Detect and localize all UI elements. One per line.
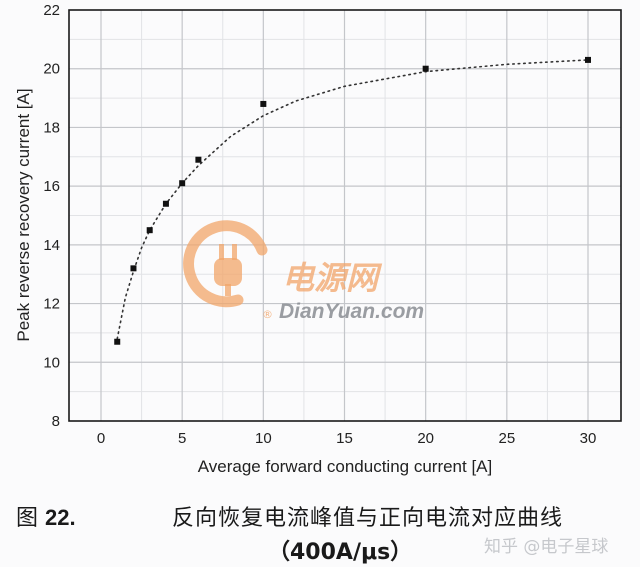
data-point — [130, 265, 137, 272]
data-point — [260, 100, 267, 107]
y-tick: 8 — [52, 413, 60, 430]
data-point — [422, 65, 429, 72]
data-point — [585, 56, 591, 63]
x-tick-labels: 0 5 10 15 20 25 30 — [97, 430, 597, 447]
data-point — [146, 227, 153, 234]
x-tick: 0 — [97, 430, 105, 447]
svg-text:®: ® — [262, 308, 273, 321]
watermark-logo: 电源网 ® DianYuan.com — [183, 220, 424, 323]
y-tick: 14 — [43, 237, 60, 254]
credit-watermark: 知乎 @电子星球 — [484, 537, 609, 557]
figure-label: 图 22. — [16, 500, 76, 532]
plot-frame — [68, 9, 622, 422]
data-point — [162, 200, 169, 207]
y-tick: 18 — [43, 119, 60, 136]
x-tick: 25 — [498, 430, 515, 447]
svg-text:电源网: 电源网 — [282, 259, 383, 297]
x-tick: 20 — [417, 430, 434, 447]
x-tick: 10 — [255, 430, 272, 447]
chart: 电源网 ® DianYuan.com 0 5 10 15 20 25 30 8 10 12 14 16 1… — [14, 2, 622, 476]
x-tick: 5 — [178, 430, 186, 447]
fit-curve — [116, 59, 589, 340]
data-point — [195, 156, 202, 163]
y-tick: 22 — [43, 2, 60, 19]
y-tick: 12 — [43, 296, 60, 313]
data-point — [114, 338, 121, 345]
figure-number: 22. — [45, 505, 76, 530]
y-axis-label: Peak reverse recovery current [A] — [14, 88, 33, 341]
figure-title: 反向恢复电流峰值与正向电流对应曲线 — [172, 506, 564, 531]
x-axis-label: Average forward conducting current [A] — [198, 457, 493, 476]
x-tick: 30 — [580, 430, 597, 447]
svg-text:DianYuan.com: DianYuan.com — [279, 300, 424, 323]
x-tick: 15 — [336, 430, 353, 447]
y-tick: 20 — [43, 61, 60, 78]
data-point — [179, 180, 186, 187]
data-points — [114, 56, 591, 345]
y-tick: 16 — [43, 178, 60, 195]
figure-subtitle: （400A/μs） — [268, 540, 413, 565]
y-tick-labels: 8 10 12 14 16 18 20 22 — [43, 2, 60, 430]
figure-prefix: 图 — [16, 506, 39, 531]
major-gridlines — [69, 10, 621, 421]
y-tick: 10 — [43, 354, 60, 371]
